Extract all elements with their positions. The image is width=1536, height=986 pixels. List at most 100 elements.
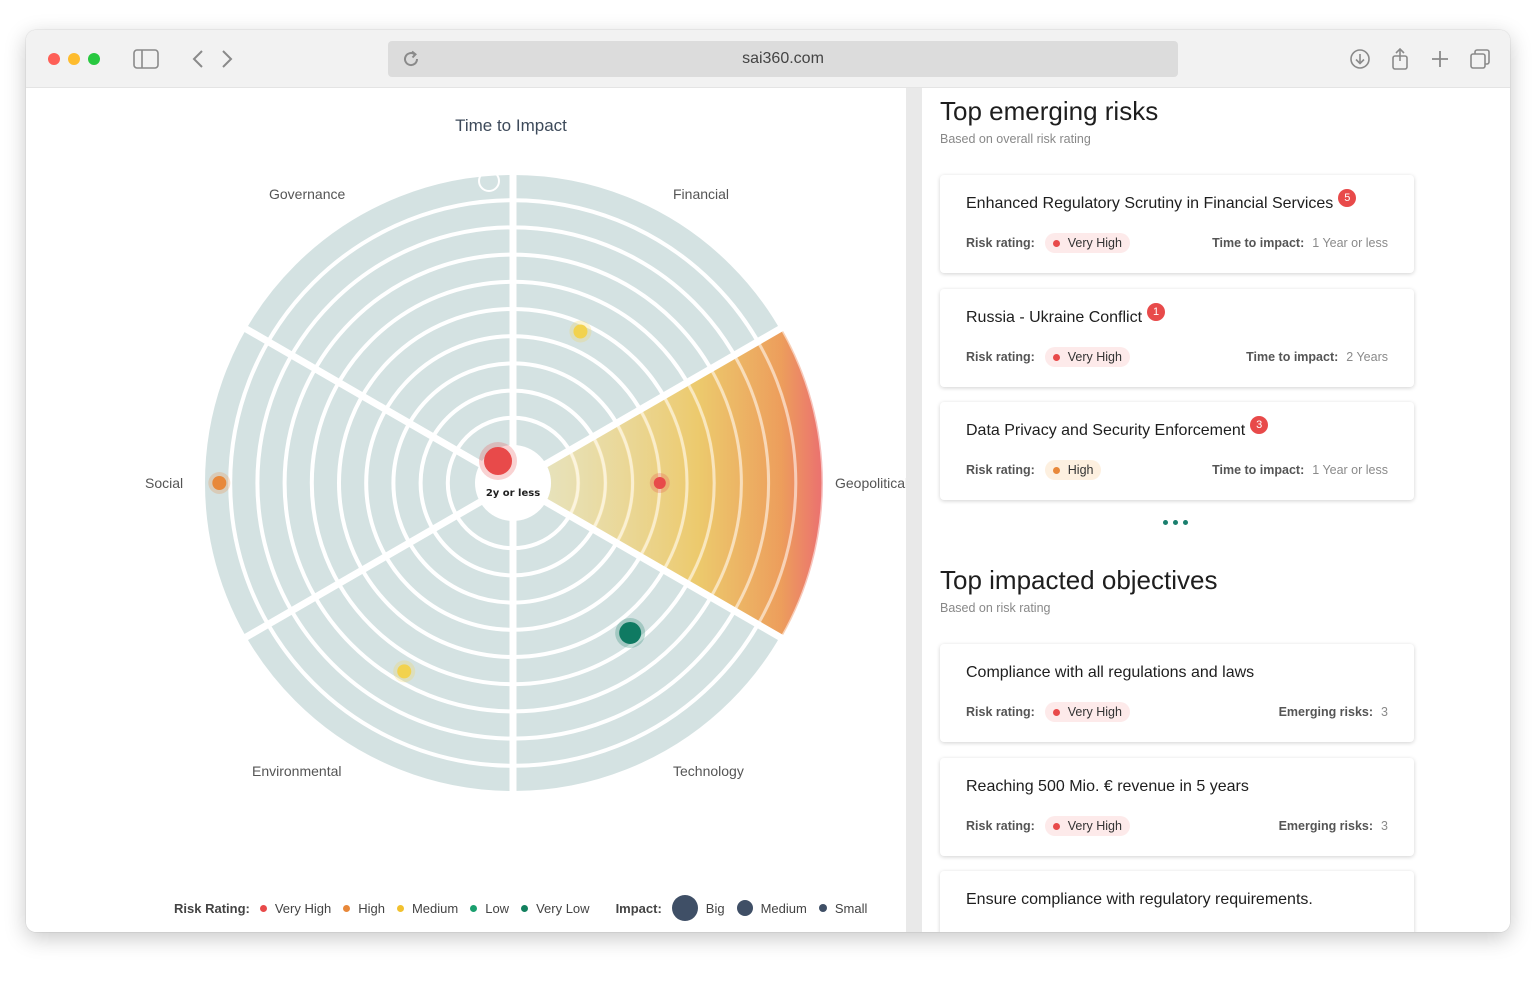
risk-meta: Risk rating: High Time to impact: 1 Year o… <box>966 460 1388 480</box>
objective-rating-pill: Very High <box>1044 702 1130 722</box>
risk-point[interactable] <box>619 621 642 644</box>
sidebar-icon[interactable] <box>133 46 159 72</box>
chart-title: Time to Impact <box>455 116 567 135</box>
wedge-ring-line <box>662 395 689 571</box>
legend-label: Very High <box>274 900 332 916</box>
risk-rating-pill: Very High <box>1044 233 1130 253</box>
objective-rating-value: Very High <box>1067 705 1122 719</box>
segment-label-governance: Governance <box>269 186 346 202</box>
legend-label: Small <box>834 900 868 916</box>
geopolitical-highlight <box>545 327 825 639</box>
download-icon[interactable] <box>1347 46 1373 72</box>
small-impact-icon <box>818 904 827 912</box>
medium-dot-icon <box>396 904 404 912</box>
high-dot-icon <box>1052 466 1060 474</box>
wedge-ring-line <box>709 368 743 598</box>
objective-card[interactable]: Compliance with all regulations and laws… <box>940 644 1414 742</box>
very-high-dot-icon <box>1052 353 1060 361</box>
objective-title: Ensure compliance with regulatory requir… <box>966 891 1313 908</box>
risk-meta: Risk rating: Very High Time to impact: 1 Y… <box>966 233 1388 253</box>
risks-title: Top emerging risks <box>940 96 1159 126</box>
wedge-ring-line <box>568 449 580 517</box>
risk-card[interactable]: Russia - Ukraine Conflict 1 Risk rating: V… <box>940 289 1414 387</box>
legend-medium: Medium <box>396 901 458 916</box>
tabs-icon[interactable] <box>1467 46 1493 72</box>
risk-point[interactable] <box>397 664 412 679</box>
risk-title-text: Enhanced Regulatory Scrutiny in Financia… <box>966 195 1334 212</box>
risk-rating-pill: Very High <box>1044 347 1130 367</box>
forward-icon[interactable] <box>214 46 240 72</box>
radar-spoke <box>511 320 791 487</box>
risk-count-badge: 5 <box>1338 189 1357 207</box>
spoke-end-marker <box>478 170 500 192</box>
risks-subtitle: Based on overall risk rating <box>940 132 1091 146</box>
emerging-risks-value: 3 <box>1381 705 1388 719</box>
objectives-title: Top impacted objectives <box>940 565 1218 595</box>
segment-label-financial: Financial <box>673 186 730 202</box>
legend-impact-big: Big <box>671 895 725 921</box>
risk-title: Enhanced Regulatory Scrutiny in Financia… <box>966 189 1357 213</box>
objective-rating-value: Very High <box>1067 819 1122 833</box>
minimize-window-button[interactable] <box>68 53 80 65</box>
close-window-button[interactable] <box>48 53 60 65</box>
emerging-risks-label: Emerging risks: <box>1278 819 1374 833</box>
objective-title: Reaching 500 Mio. € revenue in 5 years <box>966 778 1249 795</box>
center-label: 2y or less <box>486 488 540 499</box>
legend-low: Low <box>470 901 509 916</box>
legend-label: Very Low <box>536 900 590 916</box>
risk-point[interactable] <box>212 476 227 490</box>
risk-title-text: Data Privacy and Security Enforcement <box>966 422 1246 439</box>
wedge-ring-line <box>685 381 716 585</box>
very-high-dot-icon <box>1052 708 1060 716</box>
insights-panel: Top emerging risks Based on overall risk… <box>922 88 1510 932</box>
very-high-dot-icon <box>1052 239 1060 247</box>
emerging-risks-label: Emerging risks: <box>1278 705 1374 719</box>
risk-meta: Risk rating: Very High Time to impact: 2 Y… <box>966 347 1388 367</box>
risk-rating-value: High <box>1067 463 1094 477</box>
legend-label: High <box>358 900 385 916</box>
reload-icon[interactable] <box>400 48 422 70</box>
time-to-impact-panel: Time to Impact 2y or less <box>26 88 906 932</box>
more-risks-icon[interactable] <box>1163 520 1188 525</box>
emerging-risks-value: 3 <box>1381 819 1388 833</box>
risk-card[interactable]: Enhanced Regulatory Scrutiny in Financia… <box>940 175 1414 273</box>
legend-impact-small: Small <box>818 900 868 916</box>
time-to-impact-label: Time to impact: <box>1246 350 1339 364</box>
wedge-ring-line <box>733 354 771 612</box>
risk-point[interactable] <box>573 324 588 339</box>
medium-impact-icon <box>736 900 753 916</box>
legend-impact-label: Impact: <box>615 900 662 916</box>
chart-legend: Risk Rating: Very High High Medium Low V… <box>174 895 879 921</box>
radar-spokes <box>235 165 791 801</box>
browser-window: sai360.com Time to Impact <box>26 30 1510 932</box>
risk-point[interactable] <box>653 477 666 489</box>
back-icon[interactable] <box>185 46 211 72</box>
very-high-dot-icon <box>1052 822 1060 830</box>
risk-count-badge: 3 <box>1250 416 1269 434</box>
radar-spoke <box>235 320 515 487</box>
objective-rating-pill: Very High <box>1044 816 1130 836</box>
very-high-dot-icon <box>259 904 267 912</box>
objective-title: Compliance with all regulations and laws <box>966 664 1255 681</box>
objective-card[interactable]: Reaching 500 Mio. € revenue in 5 years R… <box>940 758 1414 856</box>
objective-rating-label: Risk rating: <box>966 819 1035 833</box>
objective-meta: Risk rating: Very High Emerging risks: 3 <box>966 702 1388 722</box>
risk-rating-pill: High <box>1044 460 1102 480</box>
wedge-ring-line <box>780 327 825 639</box>
objective-card[interactable]: Ensure compliance with regulatory requir… <box>940 871 1414 932</box>
address-bar[interactable]: sai360.com <box>388 41 1178 77</box>
new-tab-icon[interactable] <box>1427 46 1453 72</box>
radar-spoke <box>235 479 515 646</box>
legend-risk-label: Risk Rating: <box>174 900 250 916</box>
maximize-window-button[interactable] <box>88 53 100 65</box>
center-risk-point[interactable] <box>484 447 512 475</box>
risk-title-text: Russia - Ukraine Conflict <box>966 309 1143 326</box>
low-dot-icon <box>470 904 478 912</box>
risk-title: Data Privacy and Security Enforcement 3 <box>966 416 1269 440</box>
segment-label-technology: Technology <box>673 763 744 779</box>
big-impact-icon <box>671 895 698 921</box>
wedge-ring-line <box>615 422 635 544</box>
risk-card[interactable]: Data Privacy and Security Enforcement 3 R… <box>940 402 1414 500</box>
share-icon[interactable] <box>1387 46 1413 72</box>
pane-divider[interactable] <box>906 88 922 932</box>
